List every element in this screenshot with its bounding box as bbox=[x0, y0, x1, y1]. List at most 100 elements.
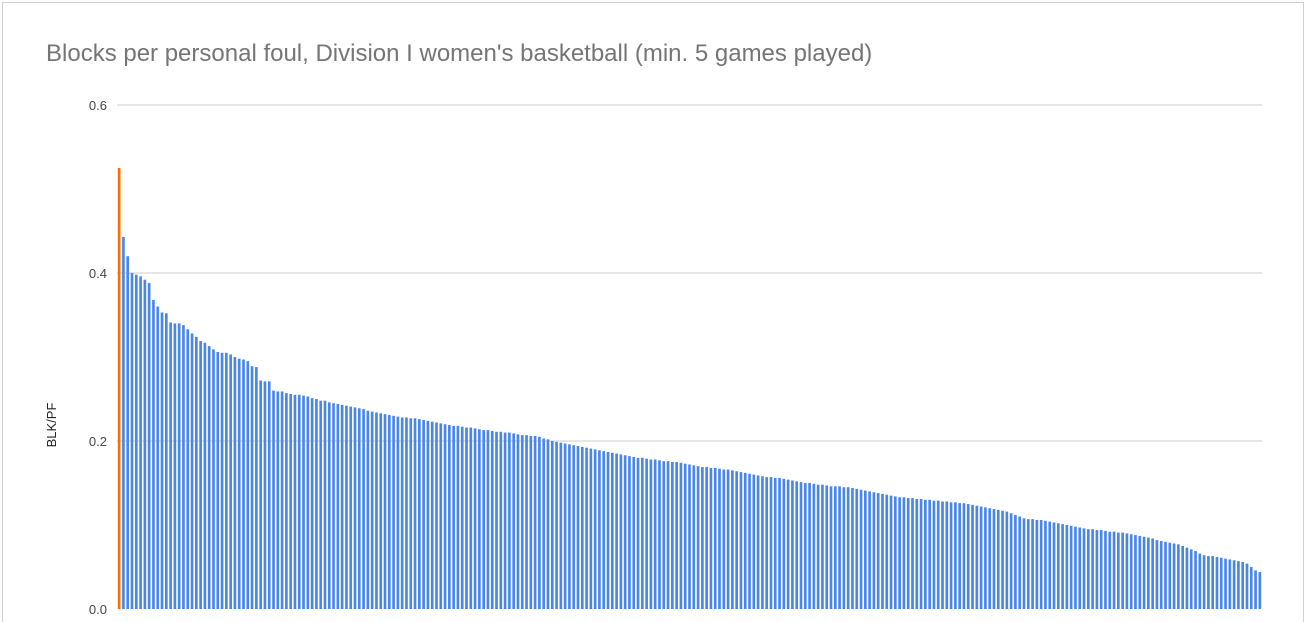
bar bbox=[692, 465, 696, 609]
bar bbox=[387, 414, 391, 609]
bar bbox=[1061, 524, 1064, 609]
bar bbox=[1207, 556, 1210, 609]
bar bbox=[525, 435, 528, 609]
gridlines bbox=[117, 104, 1262, 442]
bar bbox=[915, 498, 919, 609]
bar bbox=[821, 484, 824, 609]
bar bbox=[242, 359, 245, 609]
bar bbox=[598, 450, 601, 609]
bar bbox=[602, 451, 606, 609]
bar bbox=[255, 367, 258, 609]
bar bbox=[846, 487, 850, 609]
bar bbox=[1172, 543, 1176, 609]
bar bbox=[345, 405, 348, 609]
bar bbox=[683, 463, 687, 609]
bar bbox=[1177, 544, 1180, 609]
bar bbox=[332, 403, 335, 609]
bar bbox=[443, 424, 447, 609]
bar bbox=[863, 490, 867, 609]
bar bbox=[392, 415, 395, 609]
bar bbox=[1035, 519, 1039, 609]
bar bbox=[1194, 551, 1197, 609]
bar bbox=[782, 478, 786, 609]
bar bbox=[396, 416, 400, 609]
bar bbox=[405, 417, 408, 609]
bar bbox=[289, 393, 293, 609]
bar bbox=[1065, 525, 1069, 609]
bar bbox=[1189, 549, 1193, 609]
bar bbox=[962, 503, 966, 609]
bar bbox=[761, 476, 764, 609]
bar bbox=[1052, 522, 1056, 609]
bar bbox=[662, 461, 666, 609]
bar bbox=[126, 256, 130, 609]
bar bbox=[889, 495, 893, 609]
bar bbox=[460, 426, 464, 609]
bar bbox=[666, 461, 670, 609]
bar bbox=[1168, 542, 1172, 609]
bars bbox=[117, 168, 1262, 609]
bar bbox=[1164, 541, 1167, 609]
bar bbox=[1095, 530, 1099, 609]
bar bbox=[456, 425, 460, 609]
bar bbox=[366, 410, 370, 609]
bar bbox=[267, 381, 271, 609]
bar bbox=[306, 396, 310, 609]
bar bbox=[422, 420, 425, 609]
bar bbox=[203, 342, 207, 609]
bar bbox=[310, 398, 314, 609]
bar bbox=[538, 436, 541, 609]
bar bbox=[872, 492, 876, 609]
bar bbox=[439, 423, 443, 609]
bar bbox=[160, 312, 164, 609]
bar bbox=[748, 473, 751, 609]
bar bbox=[357, 408, 361, 609]
bar bbox=[182, 325, 185, 609]
bar bbox=[225, 352, 228, 609]
bar bbox=[516, 434, 520, 609]
bar bbox=[855, 488, 859, 609]
bar bbox=[919, 498, 923, 609]
bar bbox=[327, 402, 331, 609]
bar bbox=[859, 489, 863, 609]
bar bbox=[430, 421, 434, 609]
bar bbox=[975, 505, 979, 609]
bar bbox=[546, 439, 550, 609]
bar bbox=[1237, 561, 1240, 609]
bar bbox=[731, 470, 734, 609]
bar bbox=[954, 502, 957, 609]
bar bbox=[512, 433, 516, 609]
bar bbox=[220, 352, 224, 609]
bar bbox=[1185, 547, 1189, 609]
bar bbox=[1245, 563, 1249, 609]
bar bbox=[400, 417, 404, 609]
bar bbox=[409, 418, 413, 609]
bar bbox=[495, 431, 498, 609]
bar bbox=[143, 279, 147, 609]
bar bbox=[542, 438, 546, 609]
bar bbox=[679, 462, 683, 609]
bar bbox=[147, 283, 151, 609]
bar bbox=[632, 456, 636, 609]
bar bbox=[1014, 514, 1017, 609]
bar bbox=[418, 419, 421, 609]
bar bbox=[928, 499, 931, 609]
bar bbox=[816, 484, 820, 609]
bar bbox=[349, 406, 353, 609]
bar bbox=[469, 427, 473, 609]
bar bbox=[246, 361, 250, 609]
bar bbox=[791, 480, 794, 609]
bar bbox=[726, 469, 730, 609]
bar bbox=[902, 497, 906, 609]
bar bbox=[924, 499, 927, 609]
bar bbox=[671, 462, 674, 609]
bar bbox=[503, 432, 507, 609]
bar bbox=[499, 431, 503, 609]
bar bbox=[212, 349, 215, 609]
bar bbox=[984, 507, 987, 609]
bar bbox=[1147, 537, 1150, 609]
bar bbox=[996, 509, 1000, 609]
bar bbox=[722, 469, 726, 609]
bar bbox=[139, 276, 142, 609]
